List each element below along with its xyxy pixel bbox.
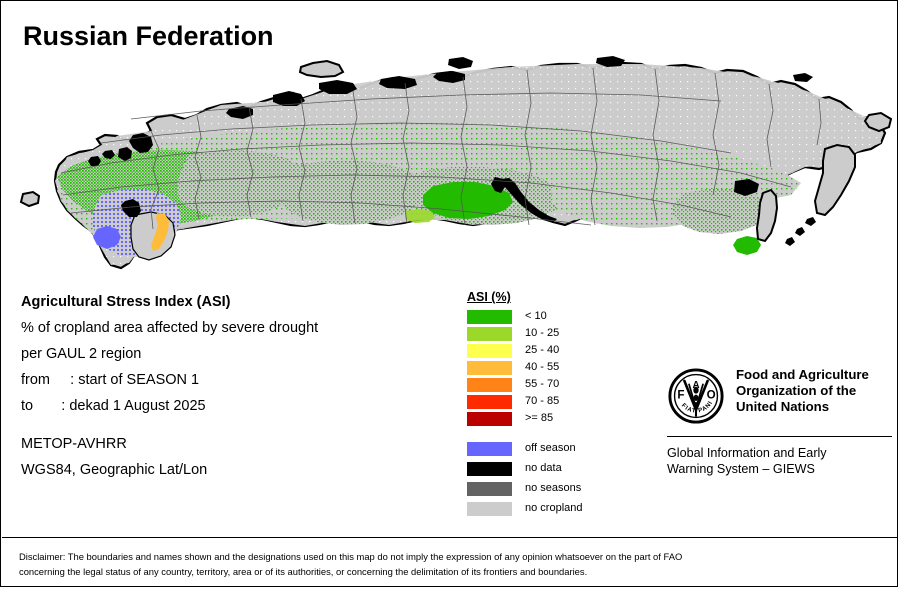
- svg-text:O: O: [707, 388, 716, 401]
- map-canvas[interactable]: [1, 53, 898, 275]
- info-block: Agricultural Stress Index (ASI) % of cro…: [21, 294, 451, 489]
- legend-row[interactable]: 10 - 25: [467, 326, 647, 342]
- legend-swatch: [467, 326, 512, 341]
- russia-map-svg[interactable]: [1, 53, 898, 275]
- legend-swatch: [467, 343, 512, 358]
- legend-swatch: [467, 411, 512, 426]
- new-siberian-islands: [596, 56, 625, 67]
- kaliningrad-exclave: [19, 190, 41, 208]
- legend-row[interactable]: 25 - 40: [467, 343, 647, 359]
- info-projection: WGS84, Geographic Lat/Lon: [21, 461, 208, 478]
- arctic-inlet-3: [226, 106, 253, 119]
- legend-title: ASI (%): [467, 290, 511, 304]
- legend-label: 55 - 70: [525, 378, 560, 390]
- legend-row[interactable]: 55 - 70: [467, 377, 647, 393]
- legend-gap: [467, 428, 647, 440]
- legend-row[interactable]: 40 - 55: [467, 360, 647, 376]
- lake-ladoga: [88, 156, 101, 166]
- offseason-caucasus-patch: [93, 226, 121, 249]
- giews-line1: Global Information and Early: [667, 446, 827, 460]
- severnaya-zemlya: [448, 57, 473, 69]
- caspian-nodata: [121, 199, 141, 217]
- lake-baikal: [501, 178, 557, 223]
- white-sea: [129, 133, 153, 153]
- legend-label: no cropland: [525, 502, 583, 514]
- legend-label: 70 - 85: [525, 395, 560, 407]
- cropland-yellowgreen-patch: [405, 209, 435, 223]
- giews-line2: Warning System – GIEWS: [667, 461, 815, 476]
- fao-emblem-icon: F A O FIAT PANIS: [665, 362, 725, 425]
- map-legend: ASI (%) < 10 10 - 25 25 - 40 40 - 55 55 …: [467, 291, 647, 520]
- legend-label: no seasons: [525, 482, 582, 494]
- legend-row-special[interactable]: off season: [467, 440, 647, 458]
- legend-swatch: [467, 394, 512, 409]
- chukotka-tip: [863, 111, 893, 133]
- novaya-zemlya: [298, 59, 345, 79]
- svg-text:F: F: [677, 388, 684, 401]
- cropland-urals-speck: [177, 150, 307, 217]
- legend-label: 25 - 40: [525, 344, 560, 356]
- info-sensor: METOP-AVHRR: [21, 435, 127, 452]
- arctic-inlet-4: [379, 76, 417, 89]
- arctic-inlet-2: [319, 80, 357, 94]
- white-sea-2: [118, 147, 132, 161]
- fao-org-line1: Food and Agriculture: [736, 367, 869, 382]
- info-period-to: to : dekad 1 August 2025: [21, 397, 206, 414]
- info-description: % of cropland area affected by severe dr…: [21, 319, 319, 336]
- kuril-islands: [785, 217, 816, 246]
- fao-org-name: Food and Agriculture Organization of the…: [736, 367, 869, 415]
- page-title: Russian Federation: [23, 21, 274, 51]
- arctic-inlet-1: [273, 91, 305, 106]
- legend-label: < 10: [525, 310, 547, 322]
- legend-swatch: [467, 377, 512, 392]
- legend-swatch: [467, 461, 512, 476]
- admin-boundaries: [60, 67, 822, 230]
- disclaimer-line2: concerning the legal status of any count…: [19, 565, 588, 577]
- info-region-level: per GAUL 2 region: [21, 345, 142, 362]
- legend-label: off season: [525, 442, 576, 454]
- info-spacer: [21, 425, 451, 437]
- off-season-zones: [93, 189, 181, 261]
- giews-name: Global Information and Early Warning Sys…: [667, 446, 892, 478]
- info-heading: Agricultural Stress Index (ASI): [21, 294, 231, 310]
- legend-label: 40 - 55: [525, 361, 560, 373]
- asi-orange-band: [151, 213, 169, 251]
- legend-row[interactable]: < 10: [467, 309, 647, 325]
- wrangel-island: [793, 73, 813, 82]
- okhotsk-inlet: [734, 179, 759, 196]
- legend-row[interactable]: 70 - 85: [467, 394, 647, 410]
- legend-label: >= 85: [525, 412, 554, 424]
- fao-divider: [667, 436, 892, 437]
- cropland-primorye-south: [733, 236, 761, 255]
- arctic-inlet-5: [433, 71, 465, 83]
- legend-row-special[interactable]: no data: [467, 460, 647, 478]
- map-water-bodies: [88, 71, 759, 223]
- svg-text:A: A: [692, 380, 699, 391]
- kamchatka-peninsula: [813, 143, 856, 217]
- fao-org-line3: United Nations: [736, 399, 830, 415]
- fao-logo-row: F A O FIAT PANIS Food and Agriculture Or…: [665, 362, 892, 425]
- info-period-from: from : start of SEASON 1: [21, 371, 200, 388]
- legend-row[interactable]: >= 85: [467, 411, 647, 427]
- legend-row-special[interactable]: no seasons: [467, 480, 647, 498]
- legend-swatch: [467, 309, 512, 324]
- legend-swatch: [467, 441, 512, 456]
- legend-label: 10 - 25: [525, 327, 560, 339]
- legend-row-special[interactable]: no cropland: [467, 500, 647, 518]
- sakhalin-island: [755, 188, 779, 243]
- fao-org-line2: Organization of the: [736, 383, 857, 399]
- legend-swatch: [467, 501, 512, 516]
- map-islands: [19, 56, 893, 246]
- disclaimer-line1: Disclaimer: The boundaries and names sho…: [19, 551, 683, 562]
- lake-onega: [102, 150, 115, 159]
- disclaimer-text: Disclaimer: The boundaries and names sho…: [19, 550, 879, 579]
- legend-label: no data: [525, 462, 562, 474]
- disclaimer-divider: [2, 537, 897, 538]
- fao-branding: F A O FIAT PANIS Food and Agriculture Or…: [665, 362, 892, 478]
- nocropland-caspian-side: [130, 211, 176, 261]
- legend-swatch: [467, 481, 512, 496]
- cropland-primorye-speck: [673, 189, 769, 234]
- legend-swatch: [467, 360, 512, 375]
